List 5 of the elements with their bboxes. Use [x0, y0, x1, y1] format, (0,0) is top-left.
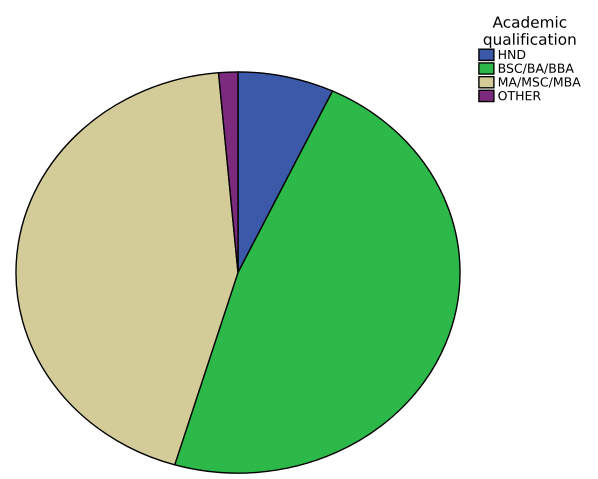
legend-label: OTHER — [498, 90, 541, 100]
legend-title: Academic qualification — [484, 16, 576, 48]
legend-label: BSC/BA/BBA — [498, 64, 574, 74]
legend-label: HND — [498, 50, 526, 60]
legend-label: MA/MSC/MBA — [498, 77, 581, 88]
